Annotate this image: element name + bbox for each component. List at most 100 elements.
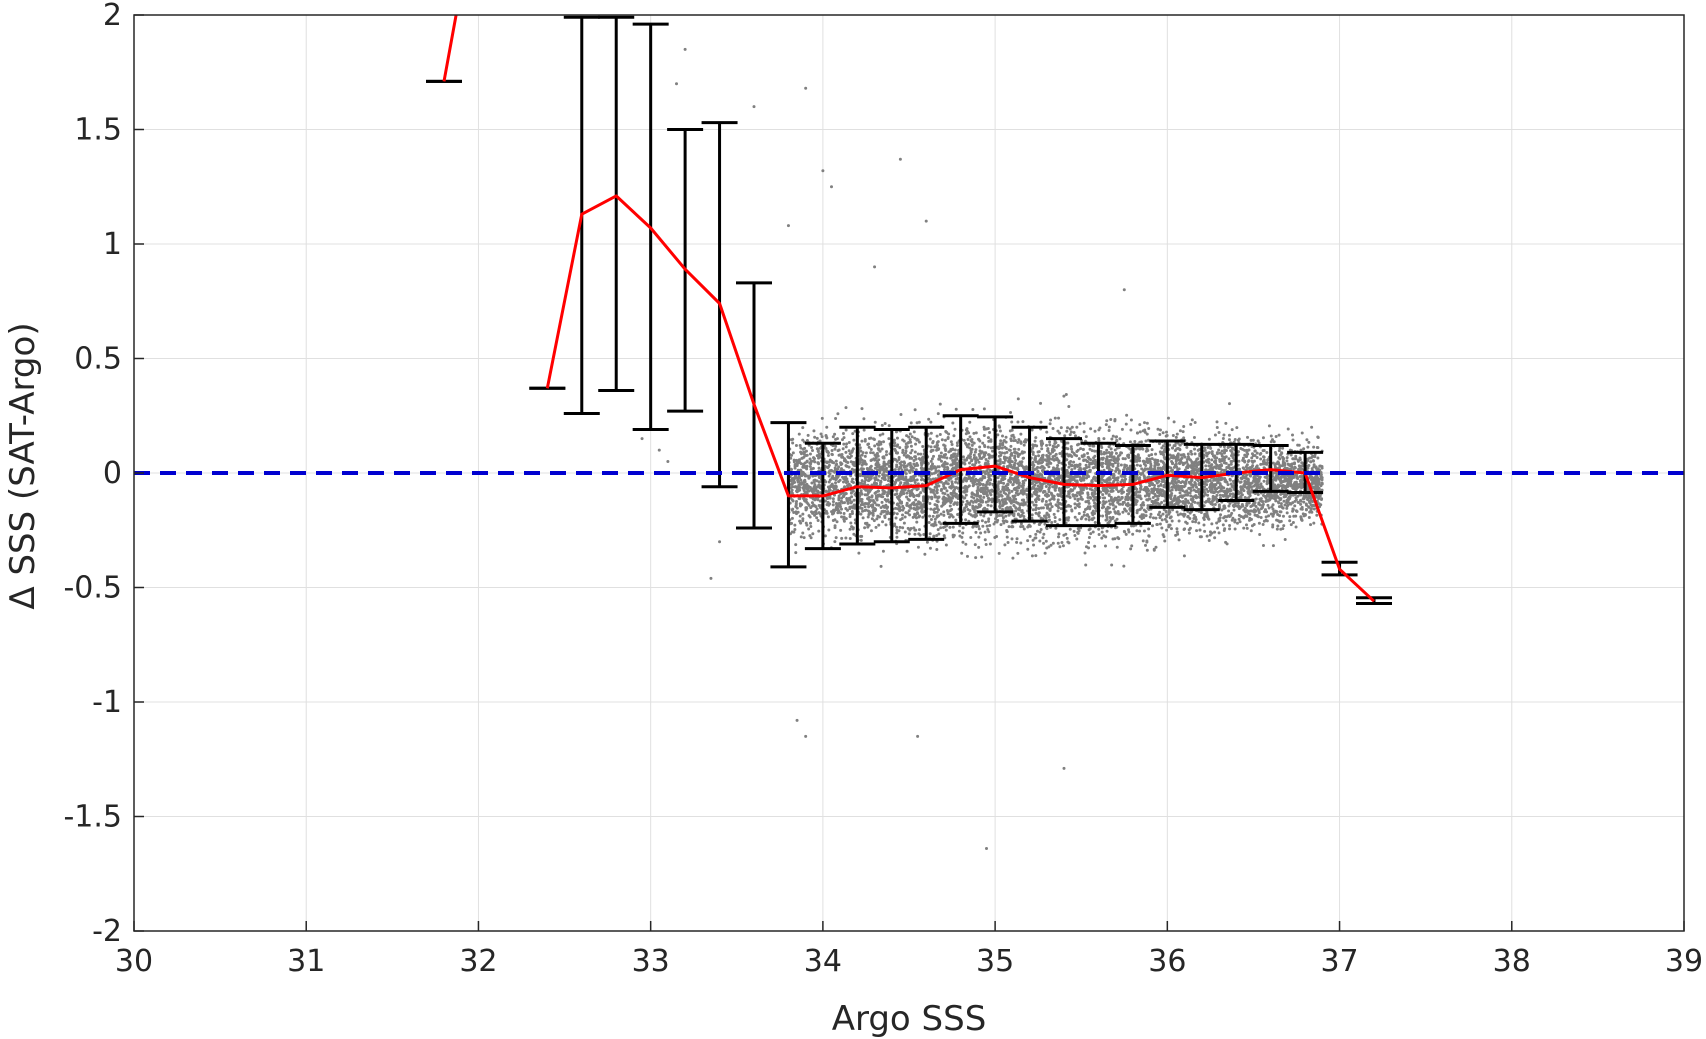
scatter-point (1072, 460, 1076, 464)
scatter-point (916, 545, 920, 549)
scatter-point (1259, 457, 1263, 461)
scatter-point (1035, 473, 1039, 477)
scatter-point (1154, 545, 1158, 549)
scatter-point (1089, 427, 1093, 431)
scatter-point (813, 498, 817, 502)
scatter-point (1299, 502, 1303, 506)
scatter-point (908, 432, 912, 436)
scatter-point (951, 535, 955, 539)
scatter-point (928, 437, 932, 441)
scatter-point (935, 534, 939, 538)
scatter-point (964, 493, 968, 497)
scatter-point (971, 407, 975, 411)
scatter-point (1149, 512, 1153, 516)
scatter-point (1043, 551, 1047, 555)
scatter-point (966, 437, 970, 441)
scatter-point (1279, 527, 1283, 531)
scatter-point (925, 540, 929, 544)
scatter-point (1237, 517, 1241, 521)
scatter-point (835, 520, 839, 524)
scatter-point (973, 457, 977, 461)
scatter-point (1122, 564, 1126, 568)
scatter-point (914, 442, 918, 446)
scatter-point (1300, 505, 1304, 509)
scatter-point (861, 509, 865, 513)
scatter-point (1277, 461, 1281, 465)
scatter-point (1216, 526, 1220, 530)
scatter-point (1254, 504, 1258, 508)
scatter-point (1067, 405, 1071, 409)
scatter-point (960, 551, 964, 555)
scatter-point (1116, 464, 1120, 468)
scatter-point (983, 530, 987, 534)
scatter-point (1259, 484, 1263, 488)
scatter-point (1178, 447, 1182, 451)
scatter-point (1193, 481, 1197, 485)
scatter-point (1019, 432, 1023, 436)
scatter-point (893, 441, 897, 445)
scatter-point (970, 440, 974, 444)
scatter-point (1281, 514, 1285, 518)
scatter-point (1227, 466, 1231, 470)
scatter-point (1075, 537, 1079, 541)
scatter-point (950, 454, 954, 458)
scatter-point (1290, 433, 1294, 437)
scatter-point (840, 462, 844, 466)
scatter-point (1060, 541, 1064, 545)
scatter-point (1025, 493, 1029, 497)
scatter-point (1160, 501, 1164, 505)
scatter-point (1261, 544, 1265, 548)
scatter-point (1092, 444, 1096, 448)
scatter-point (1220, 449, 1224, 453)
scatter-point (1191, 520, 1195, 524)
scatter-point (1184, 497, 1188, 501)
scatter-point (1064, 505, 1068, 509)
scatter-point (1016, 440, 1020, 444)
scatter-point (1005, 530, 1009, 534)
scatter-point (1316, 456, 1320, 460)
scatter-point (831, 500, 835, 504)
scatter-point (1087, 541, 1091, 545)
scatter-point (954, 518, 958, 522)
scatter-point (1012, 504, 1016, 508)
scatter-point (1277, 456, 1281, 460)
scatter-point (1138, 430, 1142, 434)
scatter-point (998, 462, 1002, 466)
scatter-point (967, 431, 971, 435)
scatter-point (1156, 427, 1160, 431)
scatter-point (1264, 515, 1268, 519)
scatter-point (1169, 466, 1173, 470)
scatter-point (969, 536, 973, 540)
scatter-point (986, 499, 990, 503)
scatter-point (1012, 439, 1016, 443)
scatter-point (1222, 445, 1226, 449)
scatter-point (1124, 532, 1128, 536)
scatter-point (1189, 422, 1193, 426)
scatter-point (859, 538, 863, 542)
scatter-point (942, 486, 946, 490)
scatter-point (1146, 448, 1150, 452)
scatter-point (1092, 495, 1096, 499)
scatter-point (1261, 449, 1265, 453)
scatter-point (999, 523, 1003, 527)
scatter-point (1116, 510, 1120, 514)
scatter-point (1129, 547, 1133, 551)
scatter-point (939, 512, 943, 516)
scatter-point (1070, 463, 1074, 467)
scatter-point (1148, 515, 1152, 519)
scatter-point (812, 429, 816, 433)
scatter-point (1147, 454, 1151, 458)
scatter-point (1198, 535, 1202, 539)
scatter-point (1024, 438, 1028, 442)
scatter-point (1228, 527, 1232, 531)
scatter-point (1084, 435, 1088, 439)
scatter-point (837, 480, 841, 484)
scatter-point (899, 413, 903, 417)
scatter-point (981, 441, 985, 445)
scatter-point (1305, 503, 1309, 507)
scatter-point (1165, 520, 1169, 524)
scatter-point (993, 536, 997, 540)
scatter-point (1017, 438, 1021, 442)
scatter-point (1276, 519, 1280, 523)
